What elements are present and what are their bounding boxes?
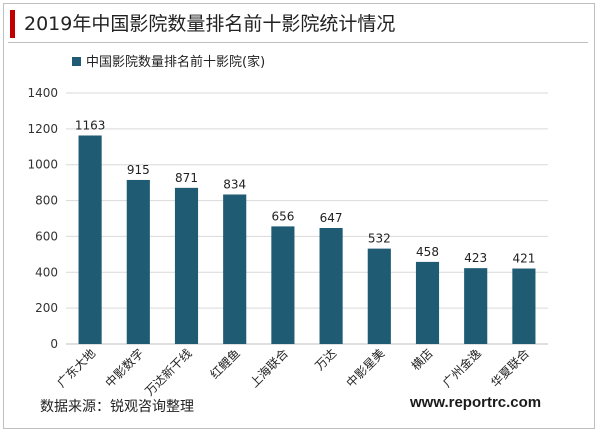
data-label: 647 <box>320 211 343 225</box>
y-tick-label: 0 <box>50 337 58 351</box>
category-label: 万达新干线 <box>142 346 195 399</box>
chart-frame <box>3 3 595 429</box>
category-label: 华夏联合 <box>487 346 532 391</box>
bar <box>415 261 440 344</box>
bar <box>223 194 247 344</box>
title-accent-bar <box>10 10 15 38</box>
source-note: 数据来源：锐观咨询整理 <box>40 399 194 415</box>
category-label: 中影数字 <box>102 346 147 391</box>
page-title: 2019年中国影院数量排名前十影院统计情况 <box>24 13 396 35</box>
y-tick-label: 1400 <box>27 86 58 100</box>
legend: 中国影院数量排名前十影院(家) <box>72 54 265 70</box>
data-label: 423 <box>464 251 487 265</box>
y-tick-label: 200 <box>35 301 58 315</box>
category-label: 横店 <box>409 346 436 373</box>
y-tick-label: 400 <box>35 265 58 279</box>
data-label: 915 <box>127 163 150 177</box>
bar <box>367 248 391 344</box>
data-label: 421 <box>512 252 535 266</box>
category-label: 万达 <box>312 346 339 373</box>
y-tick-label: 600 <box>35 229 58 243</box>
category-label: 广东大地 <box>54 346 98 390</box>
legend-swatch <box>72 57 81 66</box>
y-tick-label: 800 <box>35 194 58 208</box>
data-label: 834 <box>223 177 246 191</box>
bar <box>174 187 199 344</box>
bar <box>464 268 488 344</box>
legend-label: 中国影院数量排名前十影院(家) <box>86 54 265 70</box>
bar <box>271 226 295 344</box>
site-watermark: www.reportrc.com <box>410 394 542 411</box>
y-tick-label: 1200 <box>27 122 58 136</box>
y-tick-label: 1000 <box>27 158 58 172</box>
category-label: 中影星美 <box>343 346 388 391</box>
category-label: 上海联合 <box>246 346 291 391</box>
data-label: 1163 <box>75 118 106 132</box>
data-label: 458 <box>416 245 439 259</box>
data-label: 871 <box>175 171 198 185</box>
category-label: 红鲤鱼 <box>207 346 243 382</box>
data-label: 532 <box>368 232 391 246</box>
data-label: 656 <box>271 209 294 223</box>
bars <box>78 135 536 344</box>
data-labels: 1163 915 871 834 656 647 532 458 423 421 <box>75 118 536 265</box>
bar <box>78 135 102 344</box>
bar <box>126 179 150 344</box>
bar <box>319 228 343 344</box>
title-divider <box>8 42 588 43</box>
bar <box>512 268 536 344</box>
category-label: 广州金逸 <box>439 346 484 391</box>
